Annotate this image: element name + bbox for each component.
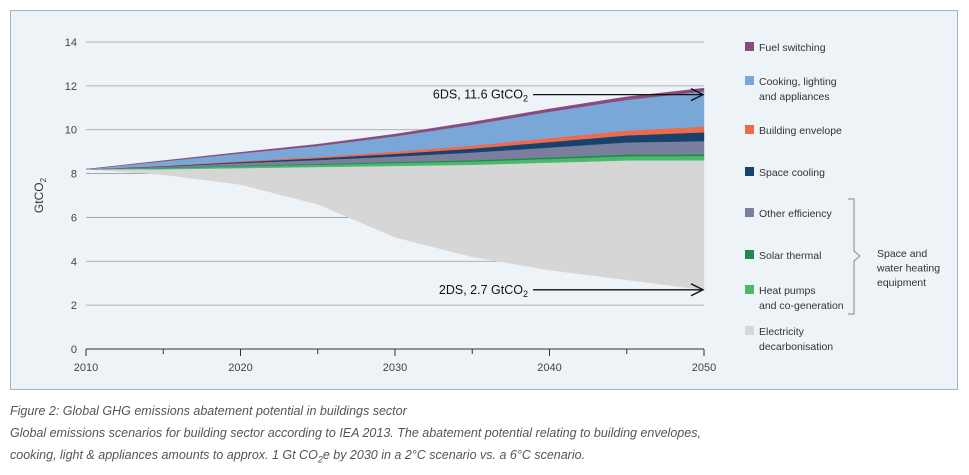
bracket-label-line-3: equipment xyxy=(877,277,926,289)
legend-item-space-cooling-swatch xyxy=(745,167,754,176)
legend-item-electricity-decarbonisation-text-1: Electricity xyxy=(759,326,805,338)
x-tick-label-2040: 2040 xyxy=(537,362,561,374)
y-tick-label-12: 12 xyxy=(65,81,77,93)
y-tick-label-2: 2 xyxy=(71,300,77,312)
legend-item-space-cooling: Space cooling xyxy=(745,167,825,179)
legend-item-heat-pumps-and-co-generation-text-2: and co-generation xyxy=(759,300,844,312)
legend-item-other-efficiency-text-1: Other efficiency xyxy=(759,208,833,220)
chart-panel: 0 2 4 6 8 10 12 14 2010 2020 2030 2040 2050 GtCO2 6DS… xyxy=(10,10,958,390)
legend-item-building-envelope-text-1: Building envelope xyxy=(759,125,842,137)
bracket-label-line-2: water heating xyxy=(876,263,940,275)
legend-item-other-efficiency-swatch xyxy=(745,208,754,217)
y-axis-label: GtCO2 xyxy=(32,177,48,213)
y-tick-label-8: 8 xyxy=(71,169,77,181)
annotation-2ds-label: 2DS, 2.7 GtCO2 xyxy=(439,283,528,299)
x-tick-label-2020: 2020 xyxy=(228,362,252,374)
legend-item-solar-thermal-text-1: Solar thermal xyxy=(759,250,821,262)
legend-item-solar-thermal: Solar thermal xyxy=(745,250,821,262)
y-tick-label-10: 10 xyxy=(65,125,77,137)
legend-item-electricity-decarbonisation-text-2: decarbonisation xyxy=(759,341,833,353)
legend-item-heat-pumps-and-co-generation: Heat pumps and co-generation xyxy=(745,285,844,312)
legend-item-electricity-decarbonisation-swatch xyxy=(745,326,754,335)
y-tick-label-6: 6 xyxy=(71,212,77,224)
annotation-6ds-label: 6DS, 11.6 GtCO2 xyxy=(433,88,528,104)
caption-title: Figure 2: Global GHG emissions abatement… xyxy=(10,404,407,418)
caption-line-2b: e by 2030 in a 2°C scenario vs. a 6°C sc… xyxy=(322,448,586,462)
y-tick-label-4: 4 xyxy=(71,256,77,268)
legend-item-fuel-switching-swatch xyxy=(745,42,754,51)
x-tick-label-2010: 2010 xyxy=(74,362,98,374)
bracket-label-line-1: Space and xyxy=(877,248,927,260)
caption-line-2a: cooking, light & appliances amounts to a… xyxy=(10,448,318,462)
legend-item-heat-pumps-and-co-generation-text-1: Heat pumps xyxy=(759,285,816,297)
caption-line-2-subscript: 2 xyxy=(317,454,323,465)
annotation-2ds: 2DS, 2.7 GtCO2 xyxy=(439,283,705,299)
annotation-6ds: 6DS, 11.6 GtCO2 xyxy=(433,88,705,104)
x-tick-label-2030: 2030 xyxy=(383,362,407,374)
legend-item-heat-pumps-and-co-generation-swatch xyxy=(745,285,754,294)
annotation-6ds-arrow-head xyxy=(690,88,705,102)
area-fuel-switching xyxy=(85,87,705,170)
y-tick-label-14: 14 xyxy=(65,37,77,49)
x-tick-label-2050: 2050 xyxy=(692,362,716,374)
legend-item-building-envelope-swatch xyxy=(745,125,754,134)
legend-item-space-cooling-text-1: Space cooling xyxy=(759,167,825,179)
legend-item-cooking-lighting-and-appliances-text-2: and appliances xyxy=(759,91,830,103)
annotation-2ds-arrow-head xyxy=(690,283,705,297)
caption-line-1: Global emissions scenarios for building … xyxy=(10,426,701,440)
legend-item-cooking-lighting-and-appliances-text-1: Cooking, lighting xyxy=(759,76,837,88)
legend-item-building-envelope: Building envelope xyxy=(745,125,842,137)
legend-item-electricity-decarbonisation: Electricity decarbonisation xyxy=(745,326,833,353)
legend-item-solar-thermal-swatch xyxy=(745,250,754,259)
space-water-heating-bracket xyxy=(848,198,861,315)
legend-item-cooking-lighting-and-appliances-swatch xyxy=(745,76,754,85)
legend-item-fuel-switching: Fuel switching xyxy=(745,42,826,54)
y-tick-label-0: 0 xyxy=(71,344,77,356)
legend-item-cooking-lighting-and-appliances: Cooking, lighting and appliances xyxy=(745,76,837,103)
emissions-area-chart: 0 2 4 6 8 10 12 14 2010 2020 2030 2040 2050 GtCO2 6DS… xyxy=(32,37,940,374)
area-electricity-decarbonisation xyxy=(85,160,705,291)
legend-item-other-efficiency: Other efficiency xyxy=(745,208,833,220)
caption-line-2: cooking, light & appliances amounts to a… xyxy=(10,444,960,471)
figure-caption: Figure 2: Global GHG emissions abatement… xyxy=(10,400,960,471)
legend-item-fuel-switching-text-1: Fuel switching xyxy=(759,42,826,54)
